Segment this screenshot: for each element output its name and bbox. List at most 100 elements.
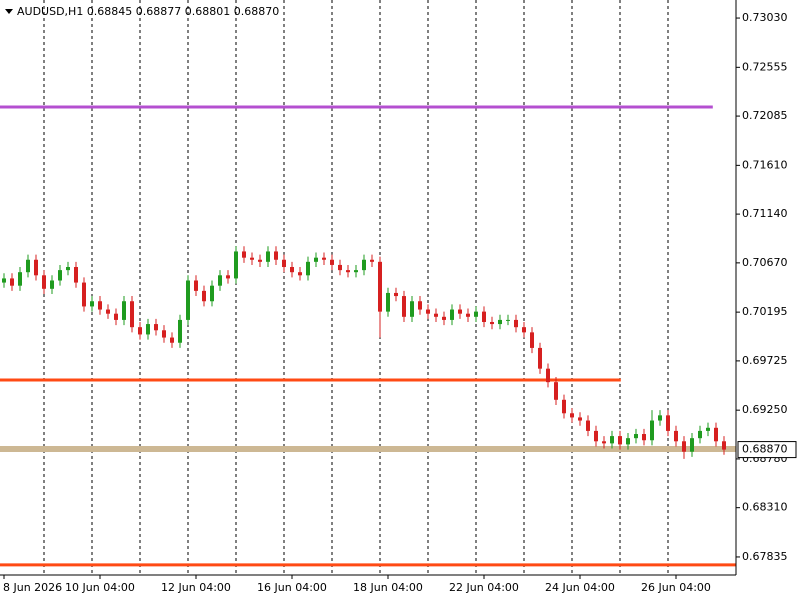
candle-body bbox=[362, 259, 366, 271]
candle-body bbox=[530, 332, 534, 348]
candle-body bbox=[242, 251, 246, 258]
y-tick-label: 0.72555 bbox=[742, 60, 788, 73]
candle-body bbox=[122, 301, 126, 320]
x-tick-label: 12 Jun 04:00 bbox=[161, 581, 231, 594]
candle-body bbox=[642, 434, 646, 441]
candle-body bbox=[666, 415, 670, 431]
candle-body bbox=[538, 347, 542, 369]
candle-body bbox=[674, 430, 678, 442]
candle-body bbox=[34, 259, 38, 276]
candle-body bbox=[378, 261, 382, 312]
candle-body bbox=[610, 436, 614, 444]
candle-body bbox=[434, 313, 438, 317]
candle-body bbox=[626, 438, 630, 445]
candle-body bbox=[114, 313, 118, 320]
candle-body bbox=[210, 285, 214, 302]
candle-body bbox=[258, 259, 262, 262]
candle-body bbox=[130, 301, 134, 328]
candle-body bbox=[450, 309, 454, 320]
candle-body bbox=[402, 296, 406, 317]
candle-body bbox=[98, 301, 102, 310]
candle-body bbox=[218, 275, 222, 286]
candle-body bbox=[26, 259, 30, 273]
candle-body bbox=[274, 251, 278, 260]
candle-body bbox=[314, 257, 318, 262]
candle-body bbox=[658, 415, 662, 421]
candle-body bbox=[490, 321, 494, 325]
candle-body bbox=[10, 278, 14, 286]
candle-body bbox=[570, 413, 574, 418]
candle-body bbox=[594, 430, 598, 442]
y-tick-label: 0.67835 bbox=[742, 550, 788, 563]
y-tick-label: 0.70670 bbox=[742, 256, 788, 269]
candle-body bbox=[602, 441, 606, 444]
candle-body bbox=[354, 270, 358, 273]
candle-body bbox=[706, 427, 710, 431]
candle-body bbox=[498, 319, 502, 325]
candle-body bbox=[50, 280, 54, 289]
candle-body bbox=[514, 319, 518, 328]
candle-body bbox=[426, 309, 430, 314]
last-price-label: 0.68870 bbox=[742, 443, 788, 456]
candle-body bbox=[266, 251, 270, 262]
candle-body bbox=[322, 257, 326, 260]
candle-body bbox=[338, 264, 342, 271]
candle-body bbox=[106, 309, 110, 314]
candle-body bbox=[722, 441, 726, 450]
candle-body bbox=[346, 270, 350, 273]
y-tick-label: 0.69250 bbox=[742, 403, 788, 416]
y-tick-label: 0.71140 bbox=[742, 207, 788, 220]
candle-body bbox=[162, 330, 166, 338]
candle-body bbox=[410, 301, 414, 317]
y-tick-label: 0.68310 bbox=[742, 501, 788, 514]
last-price-tag bbox=[737, 441, 797, 459]
candle-body bbox=[226, 275, 230, 279]
candle-body bbox=[714, 427, 718, 442]
candle-body bbox=[586, 420, 590, 431]
candle-body bbox=[82, 282, 86, 307]
x-tick-label: 16 Jun 04:00 bbox=[257, 581, 327, 594]
candle-body bbox=[58, 270, 62, 281]
y-tick-label: 0.70195 bbox=[742, 305, 788, 318]
candle-body bbox=[154, 324, 158, 331]
candle-body bbox=[290, 267, 294, 273]
candle-body bbox=[138, 327, 142, 335]
candle-body bbox=[194, 280, 198, 291]
candle-body bbox=[298, 272, 302, 276]
candle-body bbox=[650, 420, 654, 441]
candle-body bbox=[306, 261, 310, 276]
symbol-menu-icon bbox=[5, 9, 13, 14]
candle-body bbox=[74, 267, 78, 283]
candle-body bbox=[170, 337, 174, 343]
y-tick-label: 0.71610 bbox=[742, 158, 788, 171]
candle-body bbox=[482, 311, 486, 322]
x-tick-label: 18 Jun 04:00 bbox=[353, 581, 423, 594]
candle-body bbox=[458, 309, 462, 314]
x-tick-label: 8 Jun 2026 bbox=[3, 581, 62, 594]
candle-body bbox=[698, 430, 702, 439]
candle-body bbox=[418, 301, 422, 310]
candle-body bbox=[42, 275, 46, 289]
candle-body bbox=[474, 311, 478, 317]
y-tick-label: 0.73030 bbox=[742, 11, 788, 24]
x-tick-label: 22 Jun 04:00 bbox=[449, 581, 519, 594]
candle-body bbox=[202, 290, 206, 302]
candle-body bbox=[442, 316, 446, 320]
candle-body bbox=[178, 319, 182, 343]
candle-body bbox=[186, 280, 190, 320]
candle-body bbox=[578, 417, 582, 421]
candle-body bbox=[690, 438, 694, 452]
chart-title: AUDUSD,H1 0.68845 0.68877 0.68801 0.6887… bbox=[17, 5, 279, 18]
candle-body bbox=[250, 257, 254, 260]
candle-body bbox=[2, 278, 6, 283]
candle-body bbox=[554, 382, 558, 400]
candle-body bbox=[394, 292, 398, 297]
candle-body bbox=[370, 259, 374, 262]
candle-body bbox=[562, 399, 566, 414]
candle-body bbox=[466, 313, 470, 317]
y-tick-label: 0.72085 bbox=[742, 109, 788, 122]
candle-body bbox=[146, 324, 150, 335]
candle-body bbox=[66, 267, 70, 271]
candle-body bbox=[522, 327, 526, 333]
